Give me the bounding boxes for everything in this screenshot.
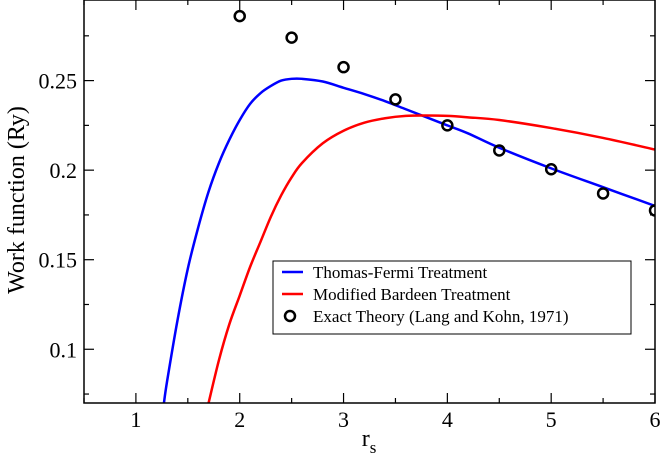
data-point-exact-theory-lang-and-kohn-1971 [389,93,402,106]
tick-layer: 1 2 3 4 5 6 0.1 0.15 0.2 0.25 [39,0,661,432]
x-tick-label: 1 [130,407,141,432]
y-tick-label: 0.1 [50,337,78,362]
series-line-modified-bardeen-treatment [207,114,655,403]
x-tick-label: 2 [234,407,245,432]
series-layer [162,9,655,403]
legend-marker-exact-theory [283,309,297,323]
x-axis-title-main: r [362,426,370,452]
data-point-exact-theory-lang-and-kohn-1971 [648,204,655,217]
data-point-exact-theory-lang-and-kohn-1971 [544,163,558,176]
x-tick-label: 3 [338,407,349,432]
data-point-exact-theory-lang-and-kohn-1971 [596,187,610,200]
legend-label-modified-bardeen: Modified Bardeen Treatment [313,285,511,304]
legend-label-exact-theory: Exact Theory (Lang and Kohn, 1971) [313,307,569,326]
x-tick-label: 6 [650,407,661,432]
legend-label-thomas-fermi: Thomas-Fermi Treatment [313,263,488,282]
data-point-exact-theory-lang-and-kohn-1971 [441,119,454,132]
data-point-exact-theory-lang-and-kohn-1971 [233,9,246,23]
y-axis-title: Work function (Ry) [4,106,30,294]
series-line-thomas-fermi-treatment [162,77,655,403]
data-point-exact-theory-lang-and-kohn-1971 [337,60,350,74]
legend: Thomas-Fermi Treatment Modified Bardeen … [272,260,632,335]
legend-box [272,260,632,335]
y-tick-label: 0.25 [39,69,78,94]
data-point-exact-theory-lang-and-kohn-1971 [285,31,298,44]
x-tick-label: 4 [442,407,453,432]
x-axis-title: rs [362,426,377,457]
data-point-exact-theory-lang-and-kohn-1971 [493,144,506,157]
x-tick-label: 5 [546,407,557,432]
y-tick-label: 0.2 [50,158,78,183]
plot-frame [83,0,656,404]
x-axis-title-subscript: s [370,438,377,457]
y-tick-label: 0.15 [39,248,78,273]
